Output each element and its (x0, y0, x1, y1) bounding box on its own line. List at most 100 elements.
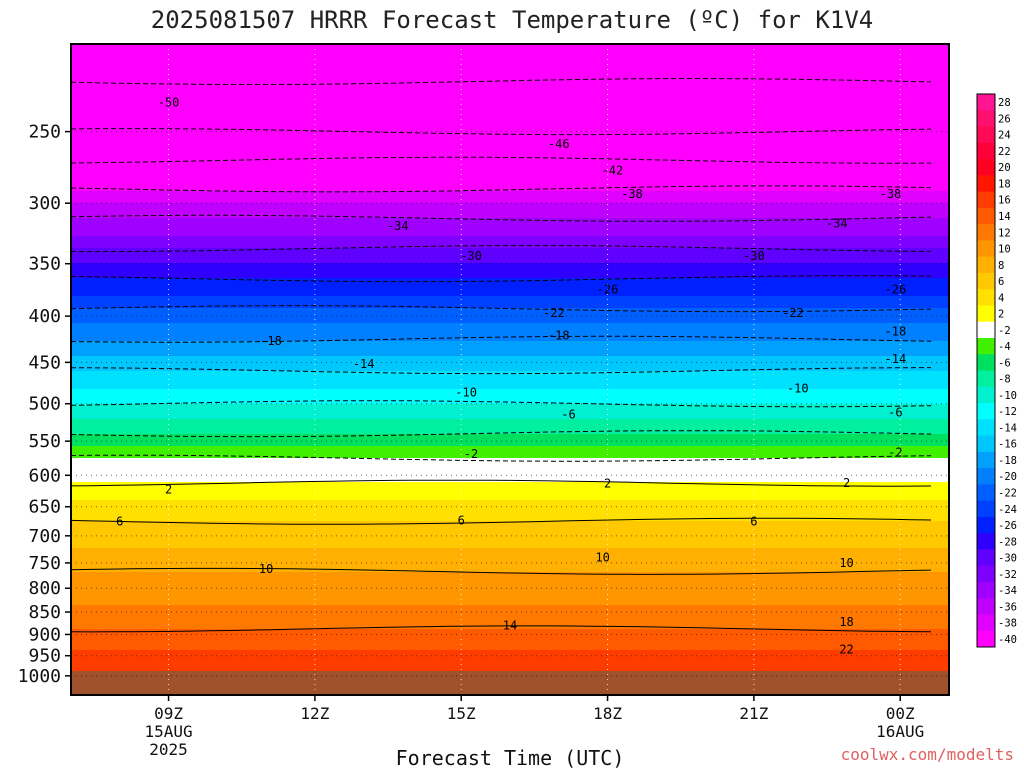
colorbar-label: -14 (998, 422, 1017, 434)
y-tick-label: 950 (28, 646, 61, 667)
temperature-band (71, 335, 949, 339)
temperature-band (71, 92, 949, 96)
colorbar-swatch (977, 370, 995, 388)
temperature-band (71, 548, 949, 552)
y-tick-label: 500 (28, 394, 61, 415)
isotherm-line (70, 275, 932, 283)
colorbar-label: -18 (998, 455, 1017, 467)
temperature-band (71, 536, 949, 540)
temperature-band (71, 149, 949, 153)
contour-label: 6 (750, 515, 757, 529)
colorbar-label: -16 (998, 439, 1017, 451)
temperature-band (71, 260, 949, 264)
temperature-band (71, 230, 949, 234)
temperature-band (71, 371, 949, 375)
temperature-band (71, 461, 949, 465)
x-tick-label: 21Z (739, 704, 768, 723)
temperature-band (71, 425, 949, 429)
isotherm-line (70, 156, 932, 164)
temperature-band (71, 437, 949, 441)
x-tick-sublabel: 2025 (149, 740, 188, 759)
temperature-band (71, 497, 949, 501)
contour-label: 10 (839, 556, 853, 570)
temperature-band (71, 611, 949, 615)
temperature-band (71, 428, 949, 432)
temperature-band (71, 551, 949, 555)
contour-label: -22 (782, 306, 804, 320)
colorbar-label: -36 (998, 601, 1017, 613)
temperature-band (71, 641, 949, 645)
contour-label: -18 (548, 328, 570, 342)
temperature-band (71, 545, 949, 549)
temperature-band (71, 287, 949, 291)
temperature-band (71, 251, 949, 255)
temperature-band (71, 284, 949, 288)
colorbar-swatch (977, 142, 995, 160)
colorbar-swatch (977, 272, 995, 290)
temperature-band (71, 326, 949, 330)
temperature-band (71, 377, 949, 381)
colorbar-swatch (977, 175, 995, 193)
colorbar-swatch (977, 403, 995, 420)
colorbar-label: 2 (998, 309, 1004, 321)
colorbar-label: -38 (998, 618, 1017, 630)
temperature-band (71, 647, 949, 651)
temperature-band (71, 572, 949, 576)
y-tick-label: 750 (28, 553, 61, 574)
colorbar-label: -24 (998, 504, 1017, 516)
contour-label: -30 (743, 249, 765, 263)
temperature-band (71, 554, 949, 558)
contour-label: -6 (888, 405, 902, 419)
x-tick-label: 18Z (593, 704, 622, 723)
contour-label: -46 (548, 137, 570, 151)
temperature-band (71, 557, 949, 561)
temperature-band (71, 47, 949, 51)
temperature-band (71, 488, 949, 492)
temperature-band (71, 185, 949, 189)
colorbar-label: -30 (998, 553, 1017, 565)
temperature-band (71, 449, 949, 453)
temperature-band (71, 614, 949, 618)
contour-label: -38 (880, 187, 902, 201)
contour-label: 6 (116, 515, 123, 529)
contour-label: 14 (503, 619, 517, 633)
colorbar-swatch (977, 549, 995, 567)
temperature-band (71, 434, 949, 438)
contour-label: -50 (158, 95, 180, 109)
temperature-band (71, 137, 949, 141)
temperature-band (71, 179, 949, 183)
temperature-band (71, 347, 949, 351)
isotherm-line (70, 430, 932, 438)
temperature-band (71, 116, 949, 120)
temperature-band (71, 620, 949, 624)
isotherm-line (70, 335, 932, 343)
colorbar-label: -20 (998, 471, 1017, 483)
temperature-band (71, 407, 949, 411)
colorbar-swatch (977, 159, 995, 176)
temperature-band (71, 518, 949, 522)
colorbar-label: -2 (998, 325, 1011, 337)
temperature-band (71, 677, 949, 681)
temperature-band (71, 329, 949, 333)
temperature-band (71, 419, 949, 423)
colorbar-label: 10 (998, 244, 1011, 256)
temperature-band (71, 272, 949, 276)
colorbar-label: -26 (998, 520, 1017, 532)
isotherm-line (70, 567, 932, 575)
temperature-band (71, 668, 949, 672)
y-tick-label: 550 (28, 431, 61, 452)
temperature-band (71, 119, 949, 123)
temperature-band (71, 464, 949, 468)
colorbar-swatch (977, 224, 995, 241)
temperature-band (71, 431, 949, 435)
contour-label: 18 (839, 615, 853, 629)
temperature-band (71, 194, 949, 198)
temperature-band (71, 128, 949, 132)
temperature-band (71, 140, 949, 144)
temperature-band (71, 146, 949, 150)
temperature-band (71, 656, 949, 660)
colorbar-label: -4 (998, 341, 1011, 353)
contour-labels: -50-46-42-38 -38-34 -34-30 -30-26 -26-22 -22-… (116, 95, 906, 656)
temperature-band (71, 281, 949, 285)
temperature-band (71, 530, 949, 534)
